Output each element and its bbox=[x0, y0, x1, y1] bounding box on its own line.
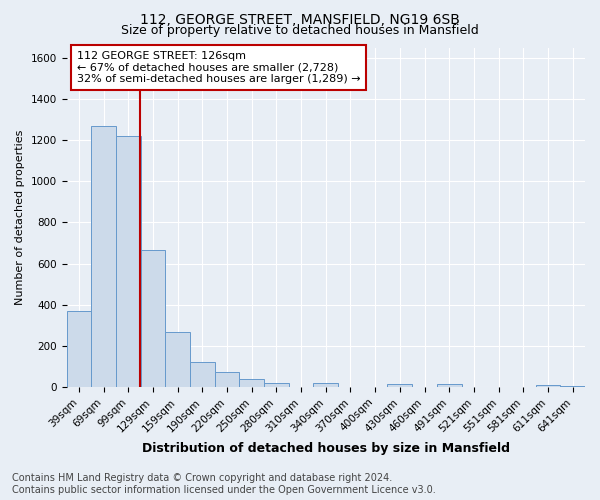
Bar bbox=[140, 250, 165, 387]
Bar bbox=[190, 362, 215, 387]
Bar bbox=[165, 332, 190, 387]
Bar bbox=[215, 372, 239, 387]
Text: Contains HM Land Registry data © Crown copyright and database right 2024.
Contai: Contains HM Land Registry data © Crown c… bbox=[12, 474, 436, 495]
Bar bbox=[67, 311, 91, 387]
Bar bbox=[536, 385, 560, 387]
Bar bbox=[91, 126, 116, 387]
Y-axis label: Number of detached properties: Number of detached properties bbox=[15, 130, 25, 305]
Bar bbox=[264, 383, 289, 387]
Bar bbox=[239, 379, 264, 387]
Text: 112 GEORGE STREET: 126sqm
← 67% of detached houses are smaller (2,728)
32% of se: 112 GEORGE STREET: 126sqm ← 67% of detac… bbox=[77, 51, 361, 84]
Bar bbox=[116, 136, 140, 387]
Text: Size of property relative to detached houses in Mansfield: Size of property relative to detached ho… bbox=[121, 24, 479, 37]
Bar bbox=[560, 386, 585, 387]
Bar bbox=[313, 383, 338, 387]
Bar bbox=[388, 384, 412, 387]
Bar bbox=[437, 384, 461, 387]
Text: 112, GEORGE STREET, MANSFIELD, NG19 6SB: 112, GEORGE STREET, MANSFIELD, NG19 6SB bbox=[140, 12, 460, 26]
X-axis label: Distribution of detached houses by size in Mansfield: Distribution of detached houses by size … bbox=[142, 442, 510, 455]
